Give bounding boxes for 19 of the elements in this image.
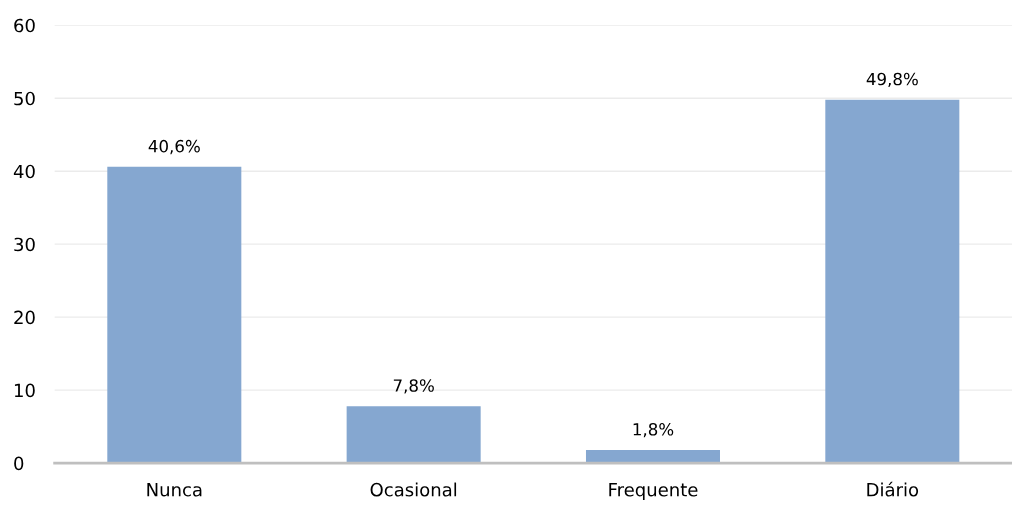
y-tick-label: 50 xyxy=(14,91,35,106)
y-tick-label: 0 xyxy=(14,456,24,471)
x-tick-label: Ocasional xyxy=(370,482,457,497)
y-tick-label: 10 xyxy=(14,383,35,398)
y-tick-label: 40 xyxy=(13,164,35,179)
data-label: 7,8% xyxy=(393,379,434,394)
x-tick-label: Frequente xyxy=(609,483,698,500)
y-tick-label: 30 xyxy=(14,237,35,252)
data-label: 40,6% xyxy=(148,139,200,155)
x-tick-label: Diário xyxy=(867,481,919,497)
bar xyxy=(346,406,481,464)
bar xyxy=(585,449,721,464)
y-tick-label: 20 xyxy=(14,310,35,325)
data-label: 49,8% xyxy=(866,72,918,88)
bar xyxy=(107,166,242,464)
data-label: 1,8% xyxy=(633,423,674,438)
x-tick-label: Nunca xyxy=(147,483,202,497)
y-tick-label: 60 xyxy=(14,18,35,33)
bar xyxy=(825,99,960,464)
